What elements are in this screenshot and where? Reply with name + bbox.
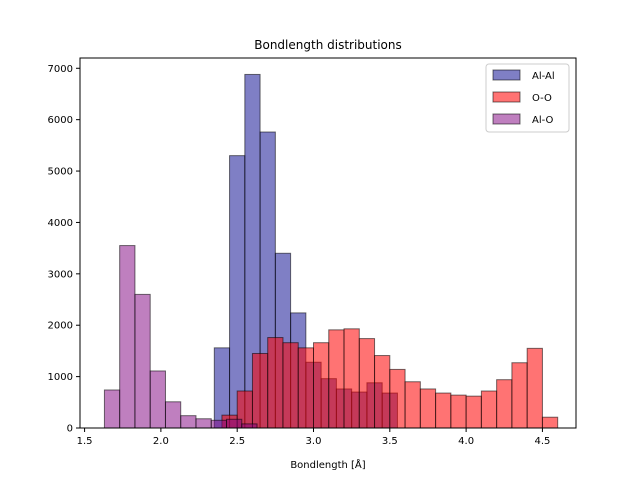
y-tick-label: 0 [67,424,73,435]
bar-o-o-8 [343,328,360,429]
y-axis: 0 1000 2000 3000 4000 5000 6000 7000 [48,64,80,435]
bar-al-o-6 [195,418,212,429]
legend-swatch-al-o [492,113,521,125]
x-tick-label: 4.0 [458,436,474,447]
bar-o-o-16 [465,395,482,429]
x-axis: 1.5 2.0 2.5 3.0 3.5 4.0 4.5 [77,428,550,447]
bar-al-o-3 [149,370,166,429]
bars-layer [103,73,559,429]
chart-title: Bondlength distributions [254,38,402,52]
bar-o-o-11 [389,368,406,429]
bar-o-o-10 [374,355,391,429]
bar-o-o-6 [313,342,330,429]
y-tick-label: 7000 [48,64,73,75]
bar-o-o-19 [511,362,528,429]
bar-al-o-0 [103,389,121,429]
bar-o-o-17 [480,390,498,429]
bar-al-o-8 [226,418,243,429]
x-tick-label: 2.5 [229,436,245,447]
legend-label-o-o[interactable]: O-O [532,93,552,104]
legend-swatch-o-o [492,91,521,103]
bar-al-o-2 [134,293,151,429]
bar-o-o-18 [496,379,513,429]
bar-al-o-7 [210,419,228,429]
plot-area [79,57,577,429]
bar-o-o-2 [251,352,269,429]
legend-label-al-al[interactable]: Al-Al [532,71,555,82]
bar-o-o-5 [297,347,315,429]
x-tick-label: 2.0 [153,436,169,447]
x-axis-label: Bondlength [Å] [290,458,365,471]
bar-o-o-14 [435,392,452,429]
y-tick-label: 1000 [48,372,73,383]
x-tick-label: 1.5 [77,436,93,447]
bar-al-al-1 [229,155,246,429]
y-tick-label: 3000 [48,269,73,280]
bar-o-o-4 [282,342,299,429]
x-tick-label: 3.5 [382,436,398,447]
bar-o-o-12 [404,381,421,429]
x-tick-label: 3.0 [306,436,322,447]
bar-o-o-21 [541,416,559,429]
bar-o-o-7 [328,329,345,429]
bar-o-o-15 [450,394,467,429]
bar-al-o-4 [164,401,182,429]
legend-label-al-o[interactable]: Al-O [532,115,554,126]
bar-al-o-9 [241,423,258,429]
legend-swatch-al-al [492,69,521,81]
bar-al-o-5 [180,415,197,429]
bar-o-o-20 [526,347,543,429]
y-tick-label: 5000 [48,167,73,178]
y-tick-label: 4000 [48,218,73,229]
bar-o-o-9 [358,338,376,429]
legend[interactable]: Al-Al O-O Al-O [485,63,570,133]
y-tick-label: 6000 [48,115,73,126]
bar-o-o-3 [267,337,284,429]
x-tick-label: 4.5 [534,436,550,447]
bar-al-o-1 [119,245,136,429]
bar-o-o-13 [419,388,437,429]
y-tick-label: 2000 [48,321,73,332]
